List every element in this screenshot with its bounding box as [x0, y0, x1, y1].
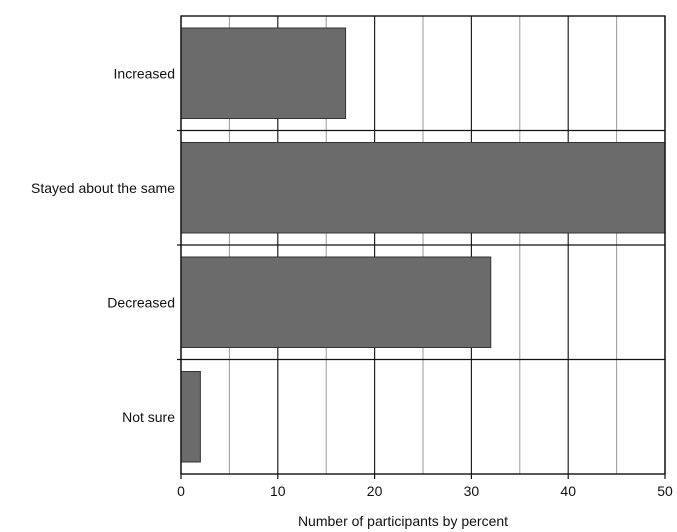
x-tick-label: 10 [270, 483, 286, 499]
category-separators [177, 129, 665, 361]
x-tick-label: 50 [657, 483, 673, 499]
bar [180, 256, 492, 348]
category-label: Increased [114, 65, 175, 81]
x-axis-title: Number of participants by percent [298, 513, 508, 529]
category-labels: Increased Stayed about the same Decreased N… [31, 65, 175, 425]
x-tick-label: 0 [177, 483, 185, 499]
x-tick-label: 30 [464, 483, 480, 499]
x-tick-labels: 0 10 20 30 40 50 [177, 474, 673, 499]
bar [180, 371, 201, 463]
category-label: Stayed about the same [31, 180, 175, 196]
plot-frame [180, 15, 666, 475]
bar [180, 27, 347, 119]
x-tick-label: 40 [560, 483, 576, 499]
category-label: Not sure [122, 409, 175, 425]
bar [180, 142, 666, 234]
x-tick-label: 20 [367, 483, 383, 499]
category-label: Decreased [107, 294, 175, 310]
